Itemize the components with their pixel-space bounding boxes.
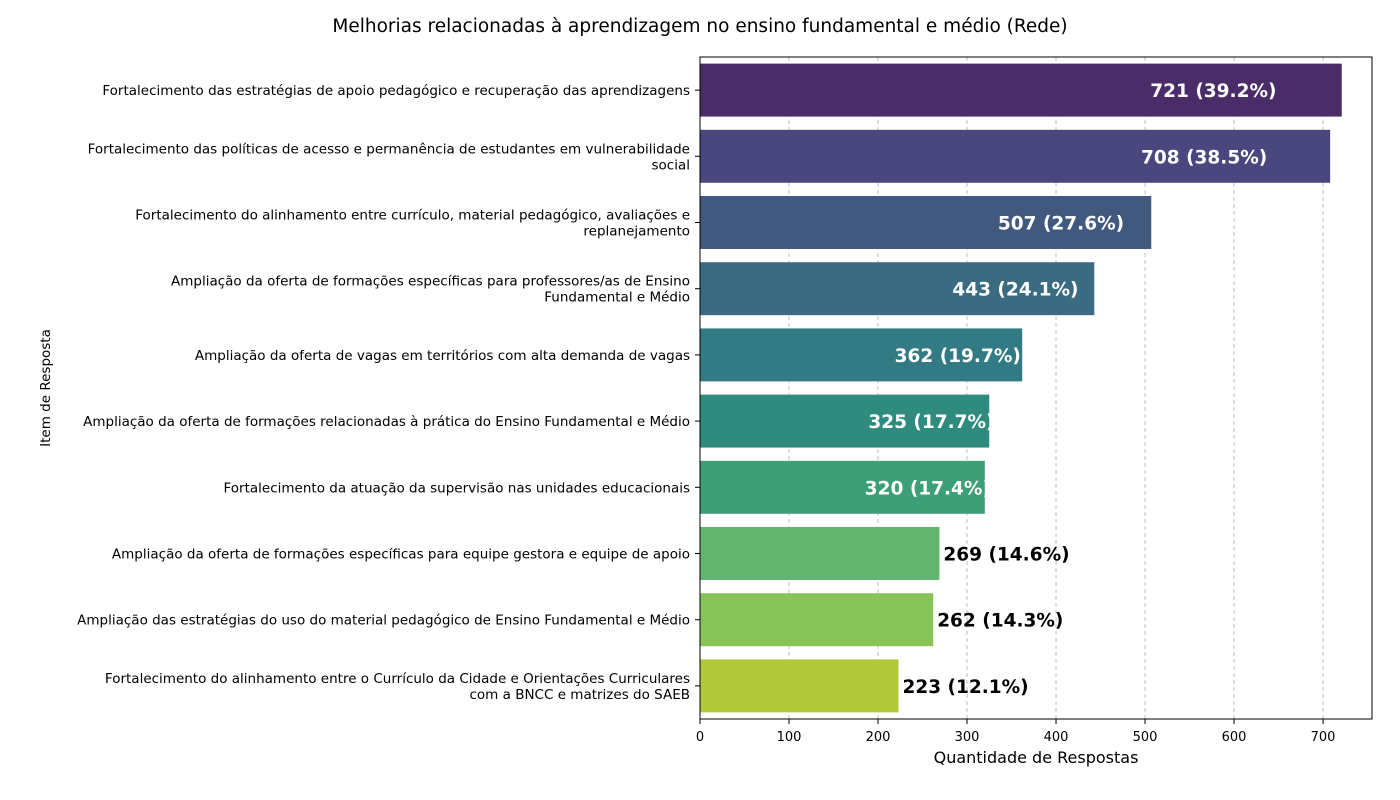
data-label: 721 (39.2%) bbox=[1150, 81, 1276, 102]
bar bbox=[700, 63, 1342, 117]
bars bbox=[700, 63, 1342, 713]
x-tick-label: 100 bbox=[777, 730, 802, 745]
y-tick-label: Fortalecimento do alinhamento entre curr… bbox=[135, 208, 690, 240]
data-label: 325 (17.7%) bbox=[868, 412, 994, 433]
bar bbox=[700, 593, 934, 647]
x-axis-ticks: 0 100 200 300 400 500 600 700 bbox=[696, 719, 1336, 745]
data-label: 269 (14.6%) bbox=[943, 545, 1069, 566]
bar bbox=[700, 328, 1023, 382]
x-tick-label: 500 bbox=[1133, 730, 1158, 745]
bar bbox=[700, 262, 1095, 316]
bar bbox=[700, 394, 990, 448]
bar bbox=[700, 196, 1152, 249]
x-tick-label: 600 bbox=[1222, 730, 1247, 745]
data-label: 262 (14.3%) bbox=[937, 611, 1063, 632]
data-label: 362 (19.7%) bbox=[895, 346, 1021, 367]
bar bbox=[700, 460, 985, 514]
y-tick-label: Ampliação da oferta de formações específ… bbox=[171, 274, 690, 306]
bar bbox=[700, 659, 899, 713]
bar bbox=[700, 527, 940, 580]
data-label: 443 (24.1%) bbox=[952, 280, 1078, 301]
y-tick-label: Ampliação da oferta de vagas em territór… bbox=[195, 348, 690, 364]
chart-title: Melhorias relacionadas à aprendizagem no… bbox=[332, 16, 1067, 37]
bar bbox=[700, 129, 1331, 183]
data-label: 708 (38.5%) bbox=[1141, 147, 1267, 168]
y-tick-label: Fortalecimento da atuação da supervisão … bbox=[224, 480, 691, 496]
data-labels: 721 (39.2%) 708 (38.5%) 507 (27.6%) 443 (24… bbox=[865, 81, 1277, 698]
data-label: 223 (12.1%) bbox=[902, 677, 1028, 698]
y-tick-label: Ampliação das estratégias do uso do mate… bbox=[77, 613, 690, 629]
y-tick-label: Fortalecimento das estratégias de apoio … bbox=[102, 83, 690, 99]
x-tick-label: 0 bbox=[696, 730, 704, 745]
x-tick-label: 200 bbox=[866, 730, 891, 745]
y-tick-label: Fortalecimento do alinhamento entre o Cu… bbox=[105, 671, 690, 703]
y-tick-label: Fortalecimento das políticas de acesso e… bbox=[88, 141, 690, 173]
y-axis-label: Item de Resposta bbox=[38, 329, 54, 447]
x-tick-label: 400 bbox=[1044, 730, 1069, 745]
x-axis-label: Quantidade de Respostas bbox=[934, 748, 1139, 767]
plot-area bbox=[699, 56, 1373, 720]
y-axis-ticks: Fortalecimento das estratégias de apoio … bbox=[77, 83, 700, 703]
y-tick-label: Ampliação da oferta de formações específ… bbox=[112, 547, 690, 563]
y-tick-label: Ampliação da oferta de formações relacio… bbox=[83, 414, 690, 430]
x-tick-label: 300 bbox=[955, 730, 980, 745]
data-label: 320 (17.4%) bbox=[865, 478, 991, 499]
x-tick-label: 700 bbox=[1311, 730, 1336, 745]
data-label: 507 (27.6%) bbox=[998, 214, 1124, 235]
